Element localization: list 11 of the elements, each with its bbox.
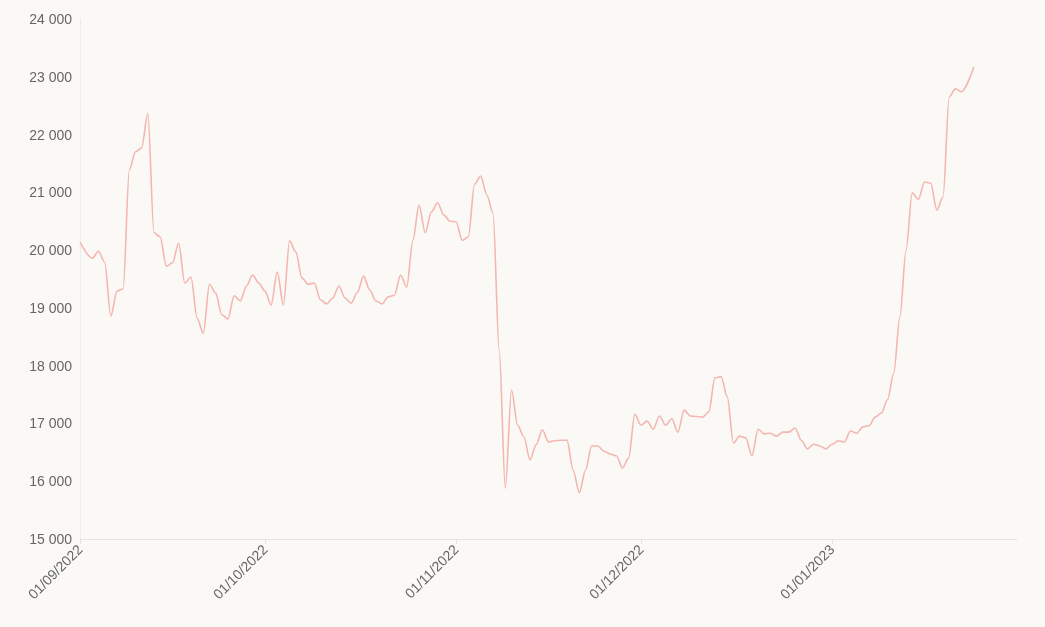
y-tick-label: 24 000 bbox=[29, 11, 73, 27]
y-tick-label: 19 000 bbox=[29, 299, 73, 316]
y-tick-label: 20 000 bbox=[29, 242, 73, 259]
y-tick-label: 21 000 bbox=[29, 184, 73, 201]
y-tick-label: 17 000 bbox=[29, 415, 73, 432]
y-tick-label: 16 000 bbox=[29, 473, 73, 490]
line-series bbox=[79, 66, 975, 494]
y-tick-label: 18 000 bbox=[29, 357, 73, 374]
y-tick-label: 15 000 bbox=[29, 531, 73, 547]
y-tick-label: 22 000 bbox=[29, 126, 73, 143]
y-tick-label: 23 000 bbox=[29, 68, 73, 85]
